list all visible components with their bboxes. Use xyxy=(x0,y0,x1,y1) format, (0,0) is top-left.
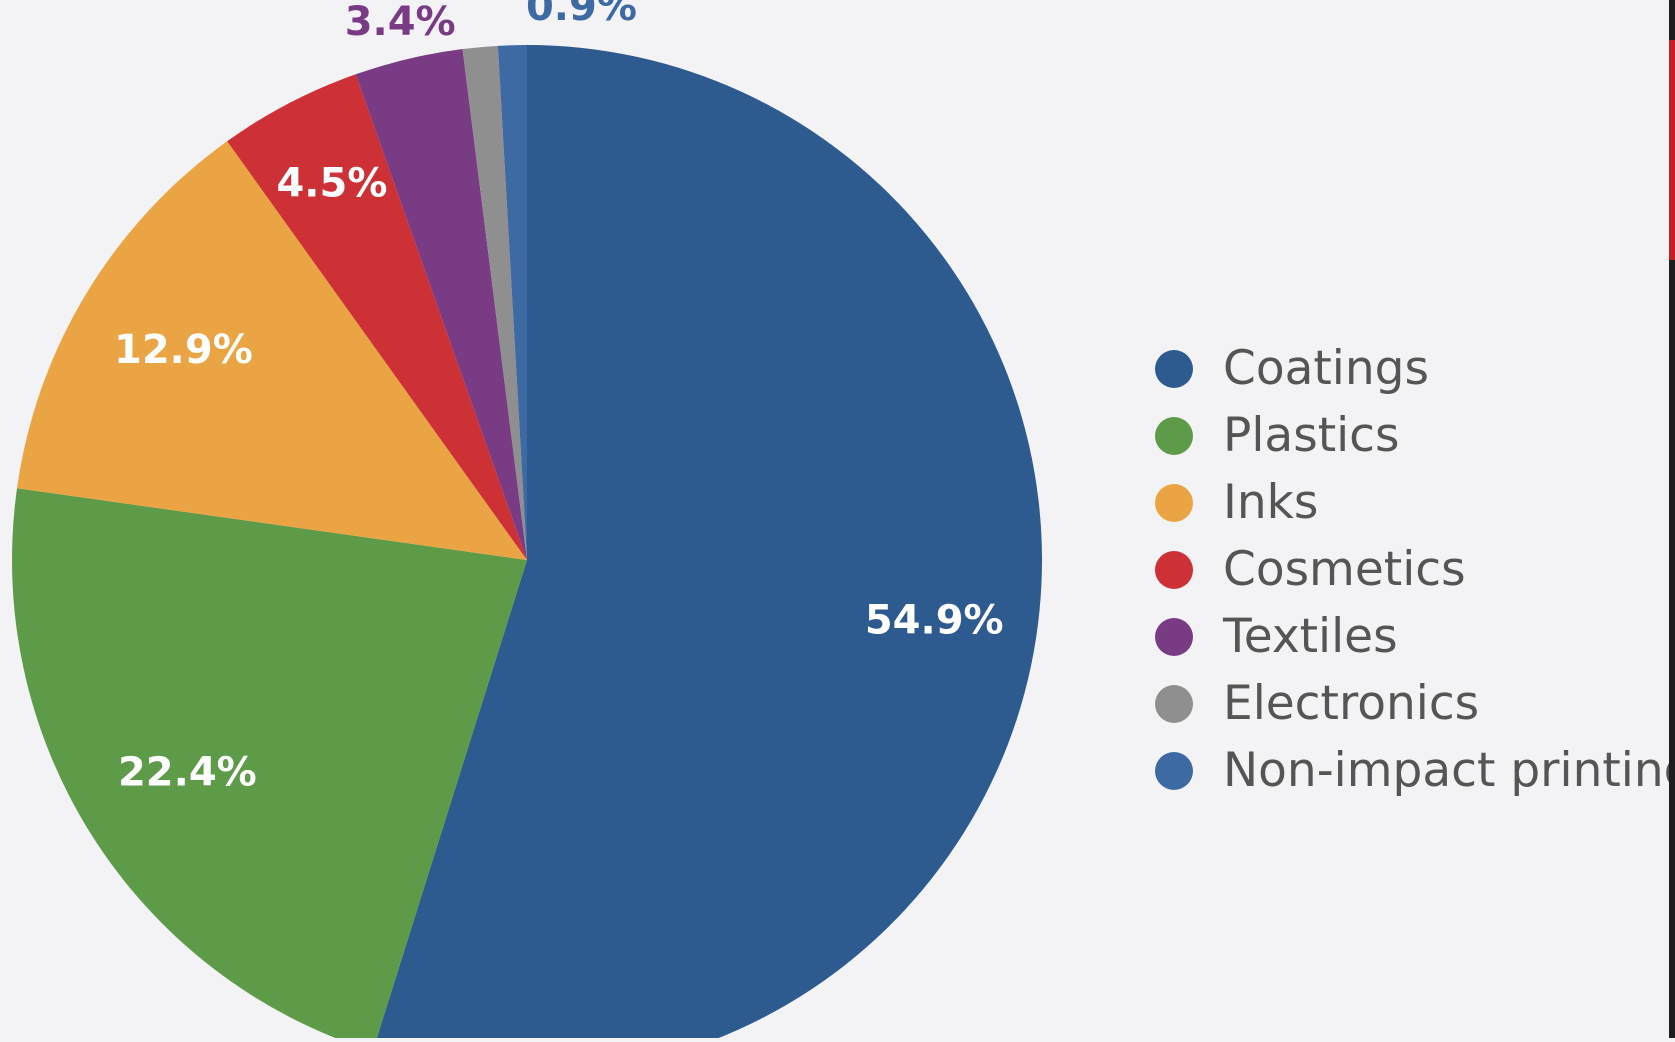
legend-label-textiles: Textiles xyxy=(1223,609,1398,664)
legend-item-plastics: Plastics xyxy=(1155,402,1675,469)
pie-slice-non-impact-printing xyxy=(497,45,527,560)
legend-swatch-non-impact-printing xyxy=(1155,751,1193,790)
legend-swatch-electronics xyxy=(1155,684,1193,723)
legend-item-textiles: Textiles xyxy=(1155,603,1675,670)
legend-swatch-textiles xyxy=(1155,617,1193,656)
pie-slice-plastics xyxy=(12,488,527,1042)
legend-swatch-coatings xyxy=(1155,349,1193,388)
chart-legend: Coatings Plastics Inks Cosmetics Textiles Ele… xyxy=(1155,335,1675,804)
legend-label-electronics: Electronics xyxy=(1223,676,1480,731)
legend-label-inks: Inks xyxy=(1223,475,1319,530)
legend-item-inks: Inks xyxy=(1155,469,1675,536)
slice-label-textiles: 3.4% xyxy=(345,0,456,45)
legend-swatch-cosmetics xyxy=(1155,550,1193,589)
slice-label-non-impact-printing: 0.9% xyxy=(526,0,637,30)
right-edge-accent xyxy=(1669,40,1675,260)
legend-label-non-impact-printing: Non-impact printing xyxy=(1223,743,1675,798)
right-edge-strip xyxy=(1669,0,1675,1038)
legend-item-cosmetics: Cosmetics xyxy=(1155,536,1675,603)
legend-label-cosmetics: Cosmetics xyxy=(1223,542,1466,597)
legend-label-plastics: Plastics xyxy=(1223,408,1400,463)
pie-slice-electronics xyxy=(462,45,527,561)
pie-slice-cosmetics xyxy=(227,74,527,560)
pie-slice-inks xyxy=(17,141,528,560)
pie-slice-textiles xyxy=(355,49,527,561)
legend-item-electronics: Electronics xyxy=(1155,670,1675,737)
legend-label-coatings: Coatings xyxy=(1223,341,1429,396)
slice-label-cosmetics: 4.5% xyxy=(276,160,387,206)
legend-item-coatings: Coatings xyxy=(1155,335,1675,402)
slice-label-plastics: 22.4% xyxy=(118,750,257,796)
legend-item-non-impact-printing: Non-impact printing xyxy=(1155,737,1675,804)
slice-label-electronics: 1.1% xyxy=(419,0,530,1)
pie-slice-coatings xyxy=(375,45,1042,1042)
slice-label-coatings: 54.9% xyxy=(865,597,1004,643)
legend-swatch-inks xyxy=(1155,483,1193,522)
legend-swatch-plastics xyxy=(1155,416,1193,455)
slice-label-inks: 12.9% xyxy=(114,327,253,373)
